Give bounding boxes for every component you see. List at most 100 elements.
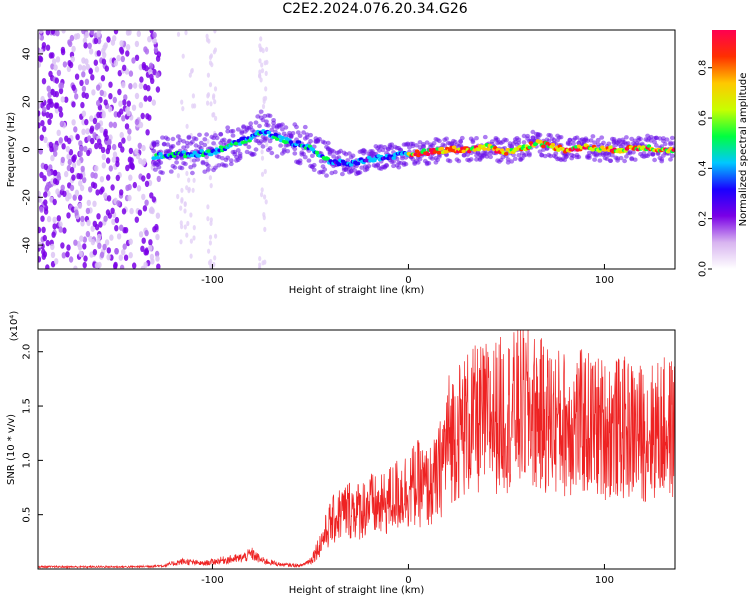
heatmap-cell [185,185,189,191]
heatmap-cell [302,155,308,160]
heatmap-cell [55,56,61,63]
heatmap-cell [106,36,111,43]
heatmap-cell [206,72,210,78]
heatmap-cell [187,177,191,183]
heatmap-cell [41,253,46,260]
heatmap-cell [311,162,317,168]
heatmap-cell [639,141,645,146]
heatmap-cell [144,249,149,256]
heatmap-cell [165,136,171,142]
heatmap-cell [504,138,509,143]
heatmap-cell [92,200,97,207]
heatmap-cell [156,263,161,269]
heatmap-cell [470,138,476,143]
heatmap-cell [274,154,280,159]
heatmap-cell [211,112,215,118]
heatmap-cell [155,86,161,93]
heatmap-cell [81,65,87,72]
heatmap-cell [99,176,105,183]
heatmap-cell [86,149,91,157]
y-tick-label: 1.0 [22,452,33,468]
heatmap-cell [193,136,199,142]
x-tick-label: -100 [201,275,224,286]
colorbar-tick-label: 0.0 [698,261,709,277]
heatmap-cell [101,153,107,161]
heatmap-cell [96,99,101,107]
heatmap-cell [126,109,131,117]
heatmap-cell [75,133,80,141]
heatmap-cell [391,156,396,160]
heatmap-cell [274,137,280,141]
heatmap-cell [318,159,324,164]
heatmap-cell [118,254,124,261]
heatmap-cell [155,233,160,241]
heatmap-cell [71,119,76,126]
heatmap-cell [50,154,55,162]
heatmap-cell [92,117,98,125]
heatmap-cell [83,255,88,262]
heatmap-cell [112,121,118,129]
heatmap-cell [127,30,132,36]
heatmap-cell [350,153,356,158]
heatmap-cell [474,136,479,141]
heatmap-cell [211,94,216,101]
heatmap-cell [96,30,101,38]
heatmap-cell [340,171,345,177]
colorbar-tick-label: 0.6 [698,110,709,126]
heatmap-cell [141,175,146,182]
heatmap-cell [551,137,557,143]
heatmap-cell [38,122,41,129]
heatmap-cell [40,120,45,127]
heatmap-cell [394,156,400,161]
heatmap-cell [119,40,124,47]
heatmap-cell [89,115,94,122]
heatmap-cell [129,207,134,215]
heatmap-cell [264,86,268,92]
heatmap-cell [103,215,108,222]
heatmap-cell [39,134,44,141]
heatmap-cell [189,212,193,218]
heatmap-cell [67,137,72,145]
heatmap-cell [269,127,275,133]
heatmap-cell [347,151,352,156]
spectrogram-chart: -100 0 100 -40 -20 0 20 40 Height of straight li… [6,29,676,296]
heatmap-cell [62,61,68,68]
heatmap-cell [261,48,265,54]
heatmap-cell [59,120,65,128]
heatmap-cell [151,140,157,145]
heatmap-cell [118,100,123,107]
heatmap-cell [99,89,105,97]
heatmap-cell [98,188,104,195]
heatmap-cell [97,138,102,145]
heatmap-cell [112,96,118,104]
heatmap-cell [99,251,105,258]
heatmap-cell [207,248,211,254]
heatmap-cell [74,189,80,196]
heatmap-cell [105,147,111,155]
heatmap-cell [638,136,643,142]
heatmap-cell [207,38,211,44]
heatmap-cell [88,186,93,193]
heatmap-cell [235,127,241,132]
heatmap-cell [102,243,107,251]
heatmap-cell [60,184,65,191]
heatmap-cell [188,165,194,170]
heatmap-cell [148,68,153,76]
heatmap-cell [595,137,601,143]
heatmap-cell [209,101,213,107]
heatmap-cell [292,146,298,152]
heatmap-cell [110,39,116,46]
heatmap-cell [212,49,216,55]
heatmap-cell [271,118,276,123]
heatmap-cell [348,168,354,173]
heatmap-cell [160,170,165,175]
heatmap-cell [60,242,65,249]
heatmap-cell [121,208,127,215]
heatmap-cell [53,169,58,177]
heatmap-cell [180,198,184,204]
heatmap-cell [264,199,268,205]
heatmap-cell [615,158,620,163]
heatmap-cell [267,138,273,144]
heatmap-cell [117,141,123,149]
heatmap-cell [110,184,115,191]
